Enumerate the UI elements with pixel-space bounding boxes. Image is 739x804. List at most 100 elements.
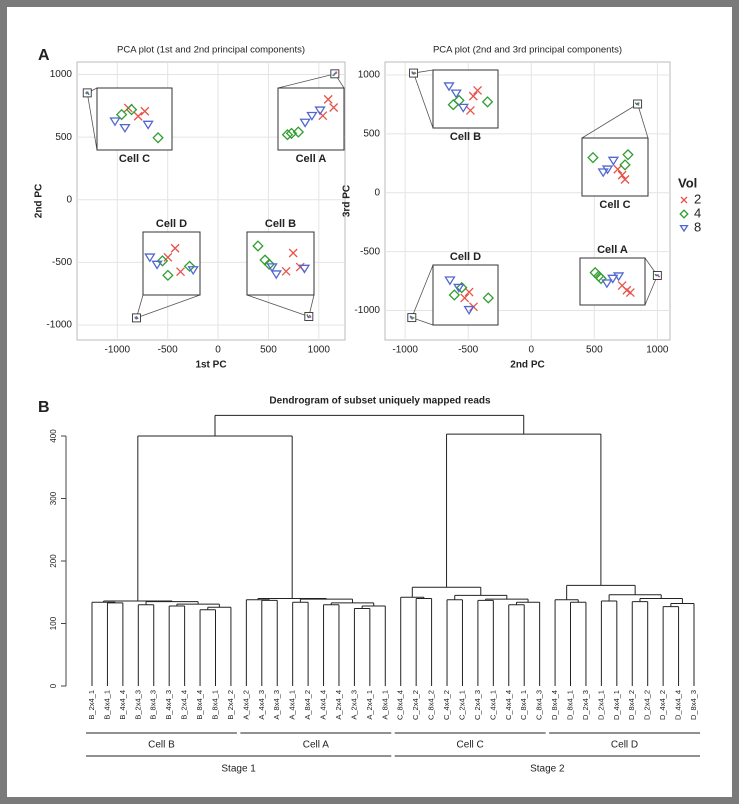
point <box>162 269 174 282</box>
y-tick-label: -500 <box>360 246 380 257</box>
point <box>298 264 311 274</box>
y-tick-label: 0 <box>66 194 72 205</box>
point-true <box>655 274 658 277</box>
chart-title: PCA plot (2nd and 3rd principal componen… <box>433 45 622 56</box>
leaf-label: A_4x4_3 <box>257 690 266 720</box>
inset <box>581 137 649 197</box>
x-tick-label: 0 <box>215 345 221 356</box>
point <box>601 279 613 289</box>
point-true <box>334 72 337 74</box>
y-tick-label: 400 <box>49 429 58 443</box>
stage-label: Stage 2 <box>530 764 565 775</box>
point <box>450 89 462 99</box>
point <box>443 82 455 92</box>
point-true <box>658 275 661 278</box>
point <box>292 126 305 138</box>
point <box>329 103 339 112</box>
y-tick-label: 1000 <box>358 70 381 81</box>
leaf-label: C_8x4_4 <box>396 690 405 720</box>
x-tick-label: 1000 <box>308 345 331 356</box>
leaf-label: C_2x4_3 <box>473 690 482 720</box>
connector <box>86 92 98 151</box>
cluster-label: Cell D <box>156 218 187 230</box>
cluster-label: Cell B <box>450 131 481 143</box>
point <box>482 292 495 304</box>
chart-title: Dendrogram of subset uniquely mapped rea… <box>269 396 491 407</box>
leaf-label: C_4x4_2 <box>442 690 451 720</box>
stage-label: Stage 1 <box>221 764 256 775</box>
cluster-label: Cell D <box>450 251 481 263</box>
leaf-label: C_8x4_1 <box>519 690 528 720</box>
y-tick-label: 200 <box>49 554 58 568</box>
leaf-label: B_2x4_1 <box>87 690 96 720</box>
point <box>613 164 623 174</box>
y-tick-label: 0 <box>49 683 58 688</box>
point <box>617 170 627 180</box>
leaf-label: C_8x4_2 <box>427 690 436 720</box>
point <box>323 94 333 104</box>
y-tick-label: 0 <box>374 187 380 198</box>
connector <box>581 103 638 139</box>
point <box>125 103 138 116</box>
point <box>456 281 468 294</box>
point <box>625 288 635 298</box>
point <box>607 156 620 166</box>
point-true <box>411 317 413 320</box>
point <box>473 85 483 95</box>
point-true <box>136 317 139 320</box>
leaf-label: A_4x4_4 <box>319 690 328 720</box>
point <box>252 240 264 252</box>
panel-label: A <box>38 47 50 64</box>
point <box>285 127 298 140</box>
cluster-label: Cell B <box>265 218 296 230</box>
leaf-label: D_8x4_1 <box>565 690 574 720</box>
y-tick-label: 500 <box>55 132 72 143</box>
x-tick-label: -1000 <box>392 345 418 356</box>
point <box>119 123 131 134</box>
point <box>306 111 318 121</box>
y-axis-label: 2nd PC <box>34 184 45 218</box>
point <box>170 243 180 253</box>
cluster-label: Cell A <box>597 244 628 256</box>
leaf-label: A_8x4_2 <box>303 690 312 720</box>
point <box>465 105 475 115</box>
legend-label: 2 <box>694 191 701 206</box>
leaf-label: A_2x4_4 <box>334 690 343 720</box>
point <box>444 276 456 286</box>
point <box>140 106 150 116</box>
cluster-label: Cell C <box>599 199 630 211</box>
panel-label: B <box>38 399 50 416</box>
legend-marker <box>679 224 689 233</box>
point-true <box>410 316 413 318</box>
leaf-label: A_4x4_1 <box>288 690 297 720</box>
point <box>622 148 634 161</box>
point <box>281 128 294 141</box>
point-true <box>333 73 336 75</box>
leaf-label: B_4x4_1 <box>102 690 111 720</box>
leaf-label: B_8x4_1 <box>210 690 219 720</box>
inset <box>142 231 201 296</box>
point-true <box>332 74 334 77</box>
point-true <box>85 92 88 95</box>
point <box>163 252 173 262</box>
x-tick-label: 500 <box>586 345 603 356</box>
leaf-label: A_2x4_1 <box>365 690 374 720</box>
x-tick-label: -500 <box>458 345 478 356</box>
point <box>314 106 326 116</box>
point <box>142 120 154 130</box>
point <box>152 132 164 144</box>
point <box>151 260 163 270</box>
cell-label: Cell A <box>303 740 329 751</box>
point <box>457 103 469 113</box>
point <box>270 270 282 280</box>
point <box>115 108 128 121</box>
point-true <box>634 102 637 105</box>
x-tick-label: 500 <box>260 345 277 356</box>
leaf-label: B_2x4_4 <box>180 690 189 720</box>
leaf-label: D_4x4_2 <box>658 690 667 720</box>
point <box>133 111 143 121</box>
leaf-label: D_8x4_4 <box>550 690 559 720</box>
leaf-label: A_8x4_1 <box>380 690 389 720</box>
